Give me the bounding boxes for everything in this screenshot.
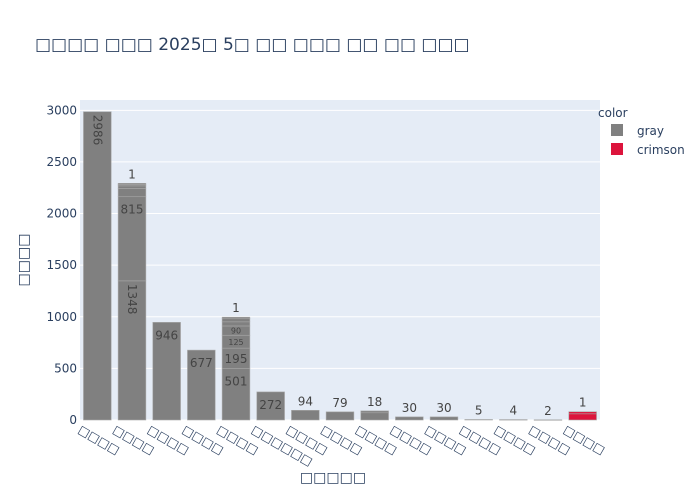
bar-total-label: 18 bbox=[367, 395, 382, 409]
bars bbox=[83, 111, 597, 421]
bar-segment[interactable] bbox=[117, 196, 147, 282]
bar-total-label: 94 bbox=[298, 394, 313, 408]
bar-segment[interactable] bbox=[117, 188, 147, 198]
bar-segment[interactable] bbox=[117, 183, 147, 185]
bar-segment[interactable] bbox=[499, 419, 528, 421]
y-tick-label: 0 bbox=[69, 413, 77, 427]
bar-value-label: 125 bbox=[228, 338, 243, 347]
legend-item-gray[interactable]: gray bbox=[611, 124, 664, 138]
bar-segment[interactable] bbox=[83, 111, 112, 421]
y-tick-label: 2500 bbox=[46, 155, 77, 169]
bar-value-label: 946 bbox=[155, 328, 178, 342]
x-tick-labels: □□□□□□□□□□□□□□□□□□□□□□□□□□□□□□□□□□□□□□□□… bbox=[76, 422, 608, 468]
legend-item-crimson[interactable]: crimson bbox=[611, 143, 685, 157]
y-tick-label: 1500 bbox=[46, 258, 77, 272]
chart-title: □□□□ □□□ 2025□ 5□ □□ □□□ □□ □□ □□□ bbox=[35, 35, 470, 55]
bar-segment[interactable] bbox=[117, 280, 147, 421]
bar-segment[interactable] bbox=[395, 416, 424, 421]
legend-swatch-gray bbox=[611, 124, 623, 136]
bar-segment[interactable] bbox=[360, 412, 389, 421]
legend-swatch-crimson bbox=[611, 143, 623, 155]
legend-label-crimson: crimson bbox=[637, 143, 685, 157]
bar-value-label: 2986 bbox=[90, 115, 104, 146]
bar-total-label: 1 bbox=[232, 301, 240, 315]
bar-value-label: 195 bbox=[225, 352, 248, 366]
bar-segment[interactable] bbox=[429, 416, 459, 421]
bar-segment[interactable] bbox=[221, 316, 251, 320]
bar-total-label: 4 bbox=[510, 404, 518, 418]
bar-total-label: 30 bbox=[436, 401, 451, 415]
bar-value-label: 501 bbox=[225, 374, 248, 388]
bar-segment[interactable] bbox=[152, 322, 181, 421]
bar-value-label: 815 bbox=[121, 203, 144, 217]
y-axis-title: □□□□ bbox=[16, 234, 32, 287]
legend: color gray crimson bbox=[598, 106, 685, 157]
bar-segment[interactable] bbox=[568, 413, 597, 421]
y-tick-label: 2000 bbox=[46, 207, 77, 221]
bar-segment[interactable] bbox=[187, 349, 216, 421]
bar-total-label: 79 bbox=[332, 396, 347, 410]
y-tick-label: 1000 bbox=[46, 310, 77, 324]
bar-segment[interactable] bbox=[291, 409, 320, 421]
bar-segment[interactable] bbox=[464, 419, 493, 421]
bar-total-label: 2 bbox=[544, 404, 552, 418]
y-tick-label: 3000 bbox=[46, 103, 77, 117]
bar-segment[interactable] bbox=[533, 419, 563, 421]
legend-title: color bbox=[598, 106, 628, 120]
bar-total-label: 1 bbox=[128, 167, 136, 181]
bar-value-label: 272 bbox=[259, 398, 282, 412]
bar-segment[interactable] bbox=[221, 321, 251, 327]
bar-segment[interactable] bbox=[117, 185, 147, 189]
y-tick-labels: 0 500 1000 1500 2000 2500 3000 bbox=[46, 103, 77, 427]
bar-segment[interactable] bbox=[221, 318, 251, 323]
bar-value-label: 1348 bbox=[125, 284, 139, 315]
bar-total-label: 5 bbox=[475, 403, 483, 417]
bar-segment[interactable] bbox=[568, 411, 597, 415]
bar-total-label: 30 bbox=[402, 401, 417, 415]
bar-segment[interactable] bbox=[256, 391, 285, 421]
bar-segment[interactable] bbox=[325, 411, 355, 421]
legend-label-gray: gray bbox=[637, 124, 664, 138]
bar-total-label: 1 bbox=[579, 396, 587, 410]
bar-value-label: 677 bbox=[190, 356, 213, 370]
bar-segment[interactable] bbox=[221, 367, 251, 421]
bar-value-label: 90 bbox=[231, 327, 241, 336]
x-axis-title: □□□□□ bbox=[300, 470, 366, 486]
bar-segment[interactable] bbox=[360, 410, 389, 414]
y-tick-label: 500 bbox=[54, 361, 77, 375]
